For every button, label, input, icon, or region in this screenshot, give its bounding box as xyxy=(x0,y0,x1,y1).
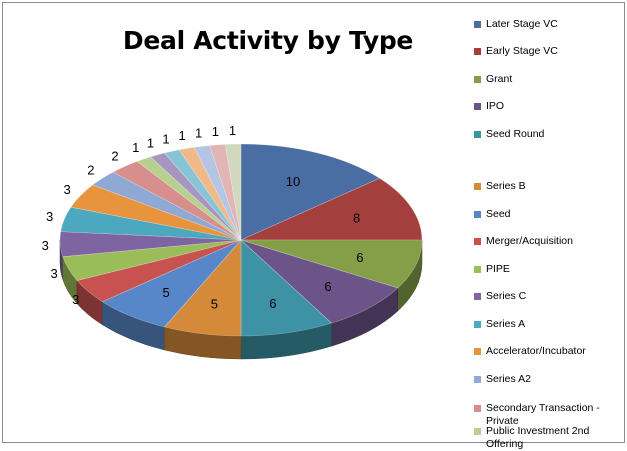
legend-swatch xyxy=(474,293,481,300)
data-label: 3 xyxy=(72,292,79,307)
legend-label: Grant xyxy=(486,73,513,85)
data-label: 6 xyxy=(324,279,331,294)
data-label: 1 xyxy=(195,126,202,141)
data-label: 3 xyxy=(46,209,53,224)
pie-slice xyxy=(240,143,381,241)
pie-slice xyxy=(163,149,242,241)
legend-swatch xyxy=(474,103,481,110)
legend-swatch xyxy=(474,321,481,328)
legend-swatch xyxy=(474,266,481,273)
data-label: 5 xyxy=(162,285,169,300)
data-label: 1 xyxy=(132,140,139,155)
data-label: 1 xyxy=(162,131,169,146)
legend-swatch xyxy=(474,376,481,383)
pie-slice xyxy=(112,161,242,241)
pie-slice xyxy=(240,177,423,241)
legend-swatch xyxy=(474,183,481,190)
pie-slice xyxy=(101,239,242,328)
data-label: 6 xyxy=(269,296,276,311)
legend-swatch xyxy=(474,348,481,355)
pie-slice xyxy=(76,239,242,303)
pie-slice xyxy=(240,239,399,324)
legend-label: Seed Round xyxy=(486,128,545,140)
pie-slice xyxy=(60,206,242,241)
legend-swatch xyxy=(474,211,481,218)
legend-label: Series C xyxy=(486,290,527,302)
pie-slice xyxy=(240,239,423,289)
legend-label: PIPE xyxy=(486,263,510,275)
data-label: 6 xyxy=(356,250,363,265)
legend-swatch xyxy=(474,238,481,245)
data-label: 2 xyxy=(111,149,118,164)
data-label: 10 xyxy=(286,174,300,189)
pie-slice xyxy=(193,145,242,241)
legend-label: Merger/Acquisition xyxy=(486,235,573,247)
legend-label: Early Stage VC xyxy=(486,45,558,57)
legend-swatch xyxy=(474,131,481,138)
legend-swatch xyxy=(474,76,481,83)
legend-label: Public Investment 2nd Offering xyxy=(486,425,590,450)
chart-title: Deal Activity by Type xyxy=(122,26,414,55)
legend-swatch xyxy=(474,405,481,412)
pie-slice xyxy=(59,231,242,257)
data-label: 3 xyxy=(42,238,49,253)
pie-slice xyxy=(62,239,242,281)
data-label: 2 xyxy=(87,162,94,177)
legend-label: Accelerator/Incubator xyxy=(486,345,586,357)
data-label: 1 xyxy=(229,123,236,138)
pie-slice xyxy=(136,156,242,241)
data-label: 3 xyxy=(50,266,57,281)
legend-swatch xyxy=(474,48,481,55)
data-label: 3 xyxy=(64,182,71,197)
data-label: 1 xyxy=(147,135,154,150)
legend-swatch xyxy=(474,428,481,435)
pie-slice xyxy=(163,239,242,337)
data-label: 5 xyxy=(211,297,218,312)
pie-slice xyxy=(70,184,242,241)
pie-slice xyxy=(209,144,242,241)
data-label: 1 xyxy=(178,128,185,143)
pie-slice xyxy=(224,143,242,241)
legend-label: Secondary Transaction - Private xyxy=(486,402,600,427)
pie-slice xyxy=(240,239,333,337)
pie-slice xyxy=(92,171,242,241)
data-label: 1 xyxy=(212,124,219,139)
legend-swatch xyxy=(474,21,481,28)
pie-top-layer xyxy=(59,143,423,337)
legend-label: Series A xyxy=(486,318,526,330)
pie-slice xyxy=(178,146,242,241)
legend-label: IPO xyxy=(486,100,505,112)
pie-slice xyxy=(149,152,242,241)
legend-label: Series A2 xyxy=(486,373,531,385)
legend-label: Series B xyxy=(486,180,526,192)
legend-label: Later Stage VC xyxy=(486,18,558,30)
data-label: 8 xyxy=(353,211,360,226)
legend-label: Seed xyxy=(486,208,511,220)
